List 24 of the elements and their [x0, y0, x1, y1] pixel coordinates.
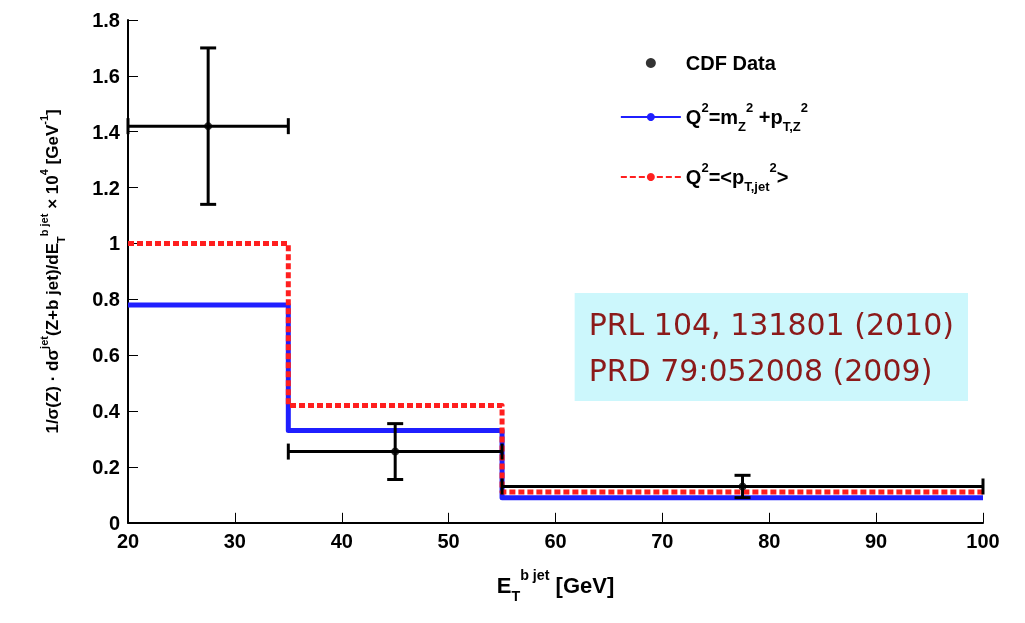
- x-tick-label: 90: [865, 529, 888, 552]
- x-tick-label: 100: [966, 529, 1000, 552]
- y-tick-label: 1.4: [92, 120, 121, 143]
- x-tick-label: 60: [544, 529, 567, 552]
- y-tick-label: 0.8: [92, 288, 120, 311]
- y-tick-label: 1: [108, 232, 120, 255]
- point: [391, 447, 400, 456]
- y-tick-label: 1.6: [92, 64, 120, 87]
- x-tick-label: 50: [437, 529, 460, 552]
- annotation: PRL 104, 131801 (2010): [588, 306, 955, 342]
- y-tick-label: 1.8: [92, 9, 120, 31]
- point: [738, 482, 747, 491]
- text: 1/σ(Z) · dσjet(Z+b jet)/dETb jet × 104 [GeV-1]: [38, 109, 67, 434]
- legend-label: CDF Data: [685, 52, 777, 74]
- annotation: PRD 79:052008 (2009): [588, 352, 933, 388]
- y-tick-label: 0.6: [92, 344, 120, 367]
- x-tick-label: 40: [330, 529, 353, 552]
- x-tick-label: 80: [758, 529, 781, 552]
- y-tick-label: 0.4: [92, 400, 121, 423]
- y-tick-label: 1.2: [92, 176, 120, 199]
- x-tick-label: 30: [223, 529, 246, 552]
- y-tick-label: 0.2: [92, 455, 120, 478]
- x-tick-label: 70: [651, 529, 674, 552]
- point: [204, 122, 213, 131]
